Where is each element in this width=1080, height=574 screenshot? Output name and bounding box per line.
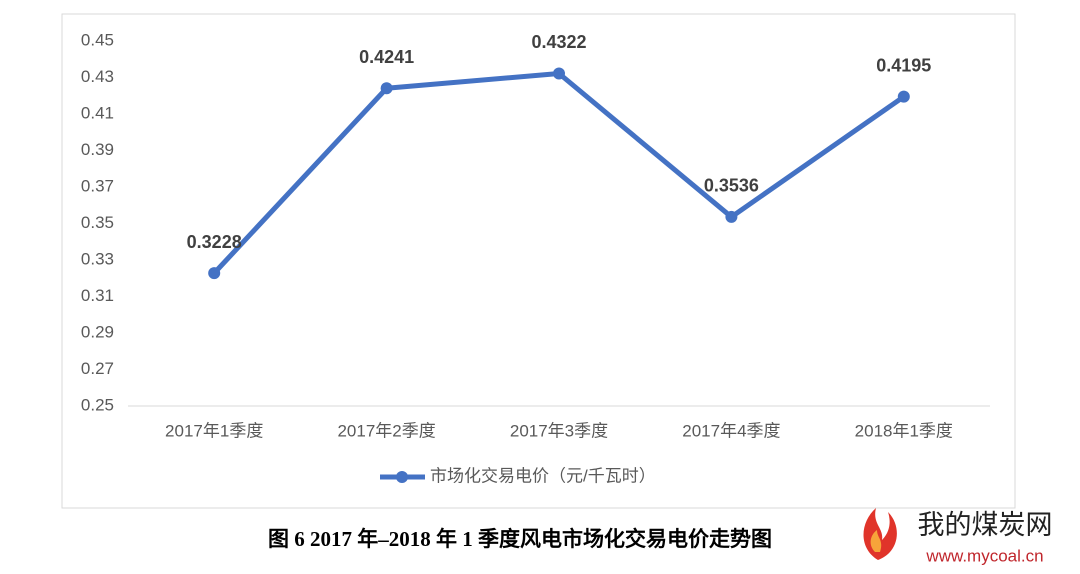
- watermark-name: 我的煤炭网: [918, 510, 1053, 540]
- data-label: 0.4241: [359, 47, 414, 67]
- data-label: 0.3228: [187, 232, 242, 252]
- y-tick-label: 0.43: [81, 67, 114, 86]
- x-tick-label: 2017年2季度: [337, 421, 435, 440]
- y-tick-label: 0.29: [81, 322, 114, 341]
- y-tick-label: 0.33: [81, 249, 114, 268]
- chart-frame: [61, 13, 1016, 509]
- watermark-logo: [863, 508, 897, 560]
- data-label: 0.4322: [531, 32, 586, 52]
- y-tick-label: 0.31: [81, 286, 114, 305]
- point: [725, 210, 738, 223]
- data-label: 0.4195: [876, 55, 931, 75]
- data-label: 0.3536: [704, 176, 759, 196]
- point: [208, 267, 221, 280]
- legend-label: 市场化交易电价（元/千瓦时）: [430, 466, 656, 485]
- y-tick-label: 0.27: [81, 359, 114, 378]
- x-tick-label: 2017年1季度: [165, 421, 263, 440]
- watermark-url: www.mycoal.cn: [925, 546, 1043, 565]
- x-tick-label: 2017年3季度: [510, 421, 608, 440]
- x-tick-label: 2018年1季度: [855, 421, 953, 440]
- y-tick-label: 0.45: [81, 30, 114, 49]
- caption: 图 6 2017 年–2018 年 1 季度风电市场化交易电价走势图: [268, 527, 772, 551]
- point: [897, 90, 910, 103]
- point: [553, 67, 565, 80]
- y-tick-label: 0.39: [81, 140, 114, 159]
- y-tick-label: 0.25: [81, 395, 114, 414]
- y-tick-label: 0.41: [81, 103, 114, 122]
- y-tick-label: 0.37: [81, 176, 114, 195]
- legend-marker: [396, 471, 408, 483]
- point: [380, 82, 393, 95]
- x-tick-label: 2017年4季度: [682, 421, 780, 440]
- y-tick-label: 0.35: [81, 213, 114, 232]
